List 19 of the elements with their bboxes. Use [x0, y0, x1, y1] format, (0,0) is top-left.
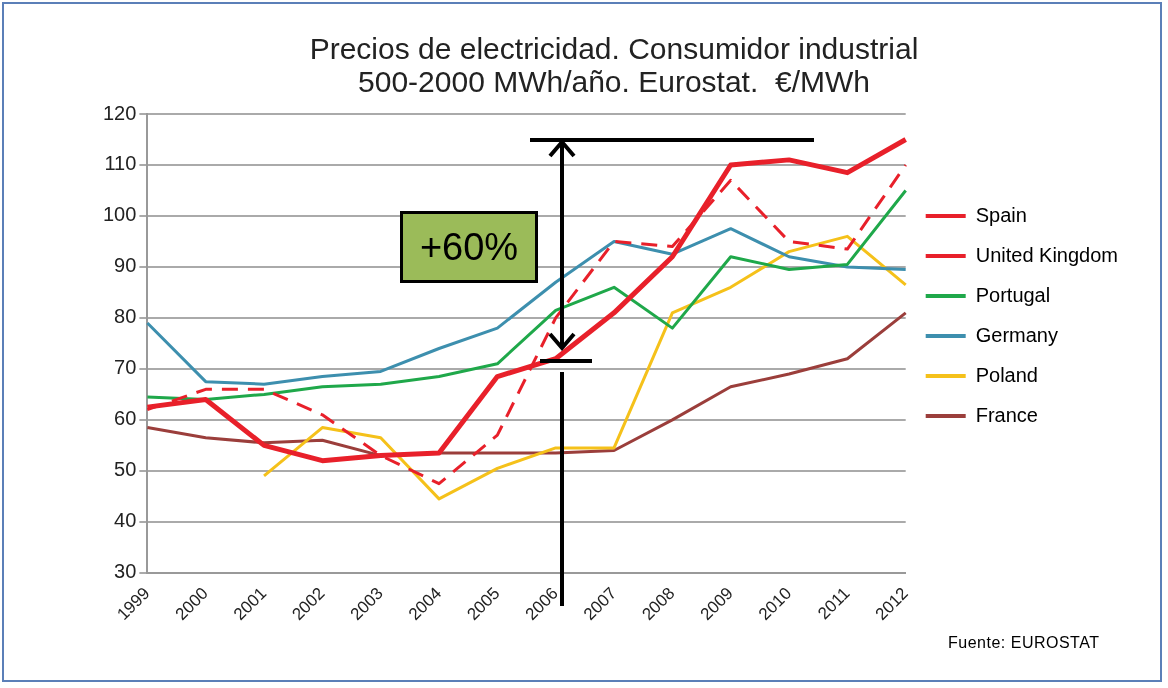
y-tick-label: 70	[114, 356, 137, 379]
chart-title: Precios de electricidad. Consumidor industrial 500-2000 MWh/año. Eurostat. €/MWh	[309, 31, 919, 98]
y-tick-label: 100	[102, 203, 137, 226]
y-tick-label: 80	[114, 305, 137, 328]
legend-label: Portugal	[975, 283, 1051, 306]
y-tick-label: 40	[114, 509, 137, 532]
annotation: +60%	[400, 211, 538, 283]
source-note: Fuente: EUROSTAT	[948, 634, 1100, 652]
legend-label: Poland	[975, 363, 1038, 386]
y-tick-label: 110	[104, 152, 137, 175]
y-tick-label: 60	[114, 407, 137, 430]
legend-label: United Kingdom	[975, 243, 1119, 266]
y-tick-label: 90	[114, 254, 137, 277]
legend-label: France	[975, 403, 1038, 426]
y-tick-label: 30	[114, 560, 137, 583]
legend-label: Germany	[975, 323, 1058, 346]
y-tick-label: 50	[114, 458, 137, 481]
y-tick-label: 120	[102, 101, 137, 124]
legend-label: Spain	[975, 203, 1027, 226]
